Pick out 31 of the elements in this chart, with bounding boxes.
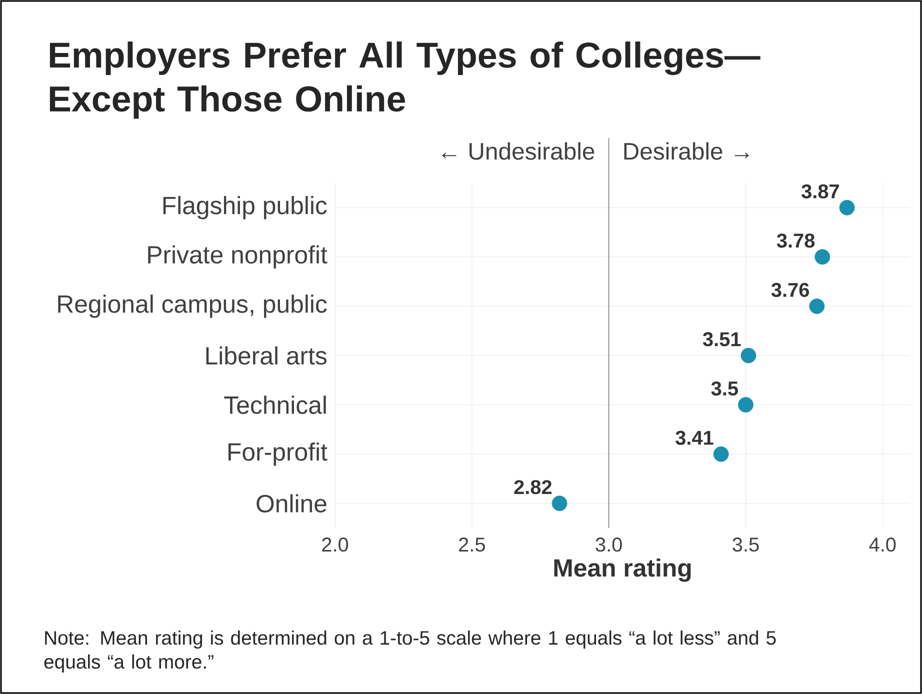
point: [713, 446, 729, 462]
y-tick-label: Liberal arts: [206, 346, 327, 365]
data-label: 2.82: [514, 480, 552, 494]
data-label: 3.41: [676, 430, 714, 445]
x-tick-label: 4.0: [869, 538, 896, 552]
point: [552, 496, 568, 512]
data-label: 3.5: [711, 381, 738, 396]
x-tick-label: 3.5: [732, 538, 759, 552]
point: [809, 298, 825, 314]
y-tick-label: Flagship public: [163, 196, 327, 220]
point: [814, 249, 830, 265]
data-label: 3.51: [702, 332, 741, 346]
point: [839, 200, 855, 216]
y-tick-label: Online: [256, 494, 326, 513]
point: [740, 348, 756, 364]
text: Desirable →: [624, 142, 749, 160]
chart-title: Employers Prefer All Types of Colleges—Except Those Online: [50, 42, 760, 119]
y-tick-label: Private nonprofit: [148, 245, 328, 269]
y-tick-label: Technical: [224, 396, 326, 414]
text: Note: Mean rating is determined on a 1-to-5 scale where 1 equals “a lot less” and 5 equals “a lot more.”: [44, 630, 776, 673]
data-label: 3.78: [776, 234, 815, 248]
x-tick-label: 2.0: [322, 538, 348, 552]
point: [738, 397, 754, 412]
y-tick-label: Regional campus, public: [58, 294, 327, 318]
x-tick-label: 3.0: [596, 538, 622, 552]
x-axis-title: Mean rating: [554, 558, 691, 582]
y-tick-label: For-profit: [228, 442, 328, 466]
data-label: 3.76: [771, 282, 809, 298]
data-label: 3.87: [802, 184, 839, 198]
x-tick-label: 2.5: [459, 538, 485, 552]
text: ← Undesirable: [442, 142, 594, 160]
